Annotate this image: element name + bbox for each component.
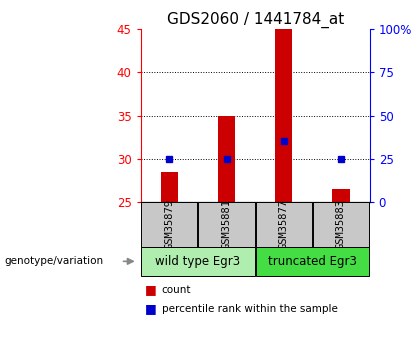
Bar	[199, 202, 255, 247]
Text: genotype/variation: genotype/variation	[4, 256, 103, 266]
Text: wild type Egr3: wild type Egr3	[155, 255, 241, 268]
Text: percentile rank within the sample: percentile rank within the sample	[162, 304, 338, 314]
Bar	[313, 202, 369, 247]
Bar	[256, 202, 312, 247]
Bar	[141, 247, 255, 276]
Bar	[161, 171, 178, 202]
Title: GDS2060 / 1441784_at: GDS2060 / 1441784_at	[166, 12, 344, 28]
Bar	[256, 247, 369, 276]
Bar	[332, 189, 349, 202]
Text: GSM35881: GSM35881	[221, 199, 231, 249]
Text: ■: ■	[145, 283, 157, 296]
Bar	[275, 29, 292, 202]
Text: truncated Egr3: truncated Egr3	[268, 255, 357, 268]
Text: count: count	[162, 285, 191, 295]
Text: ■: ■	[145, 302, 157, 315]
Bar	[141, 202, 197, 247]
Text: GSM35879: GSM35879	[164, 199, 174, 249]
Text: GSM35877: GSM35877	[279, 199, 289, 249]
Bar	[218, 116, 235, 202]
Text: GSM35883: GSM35883	[336, 199, 346, 249]
